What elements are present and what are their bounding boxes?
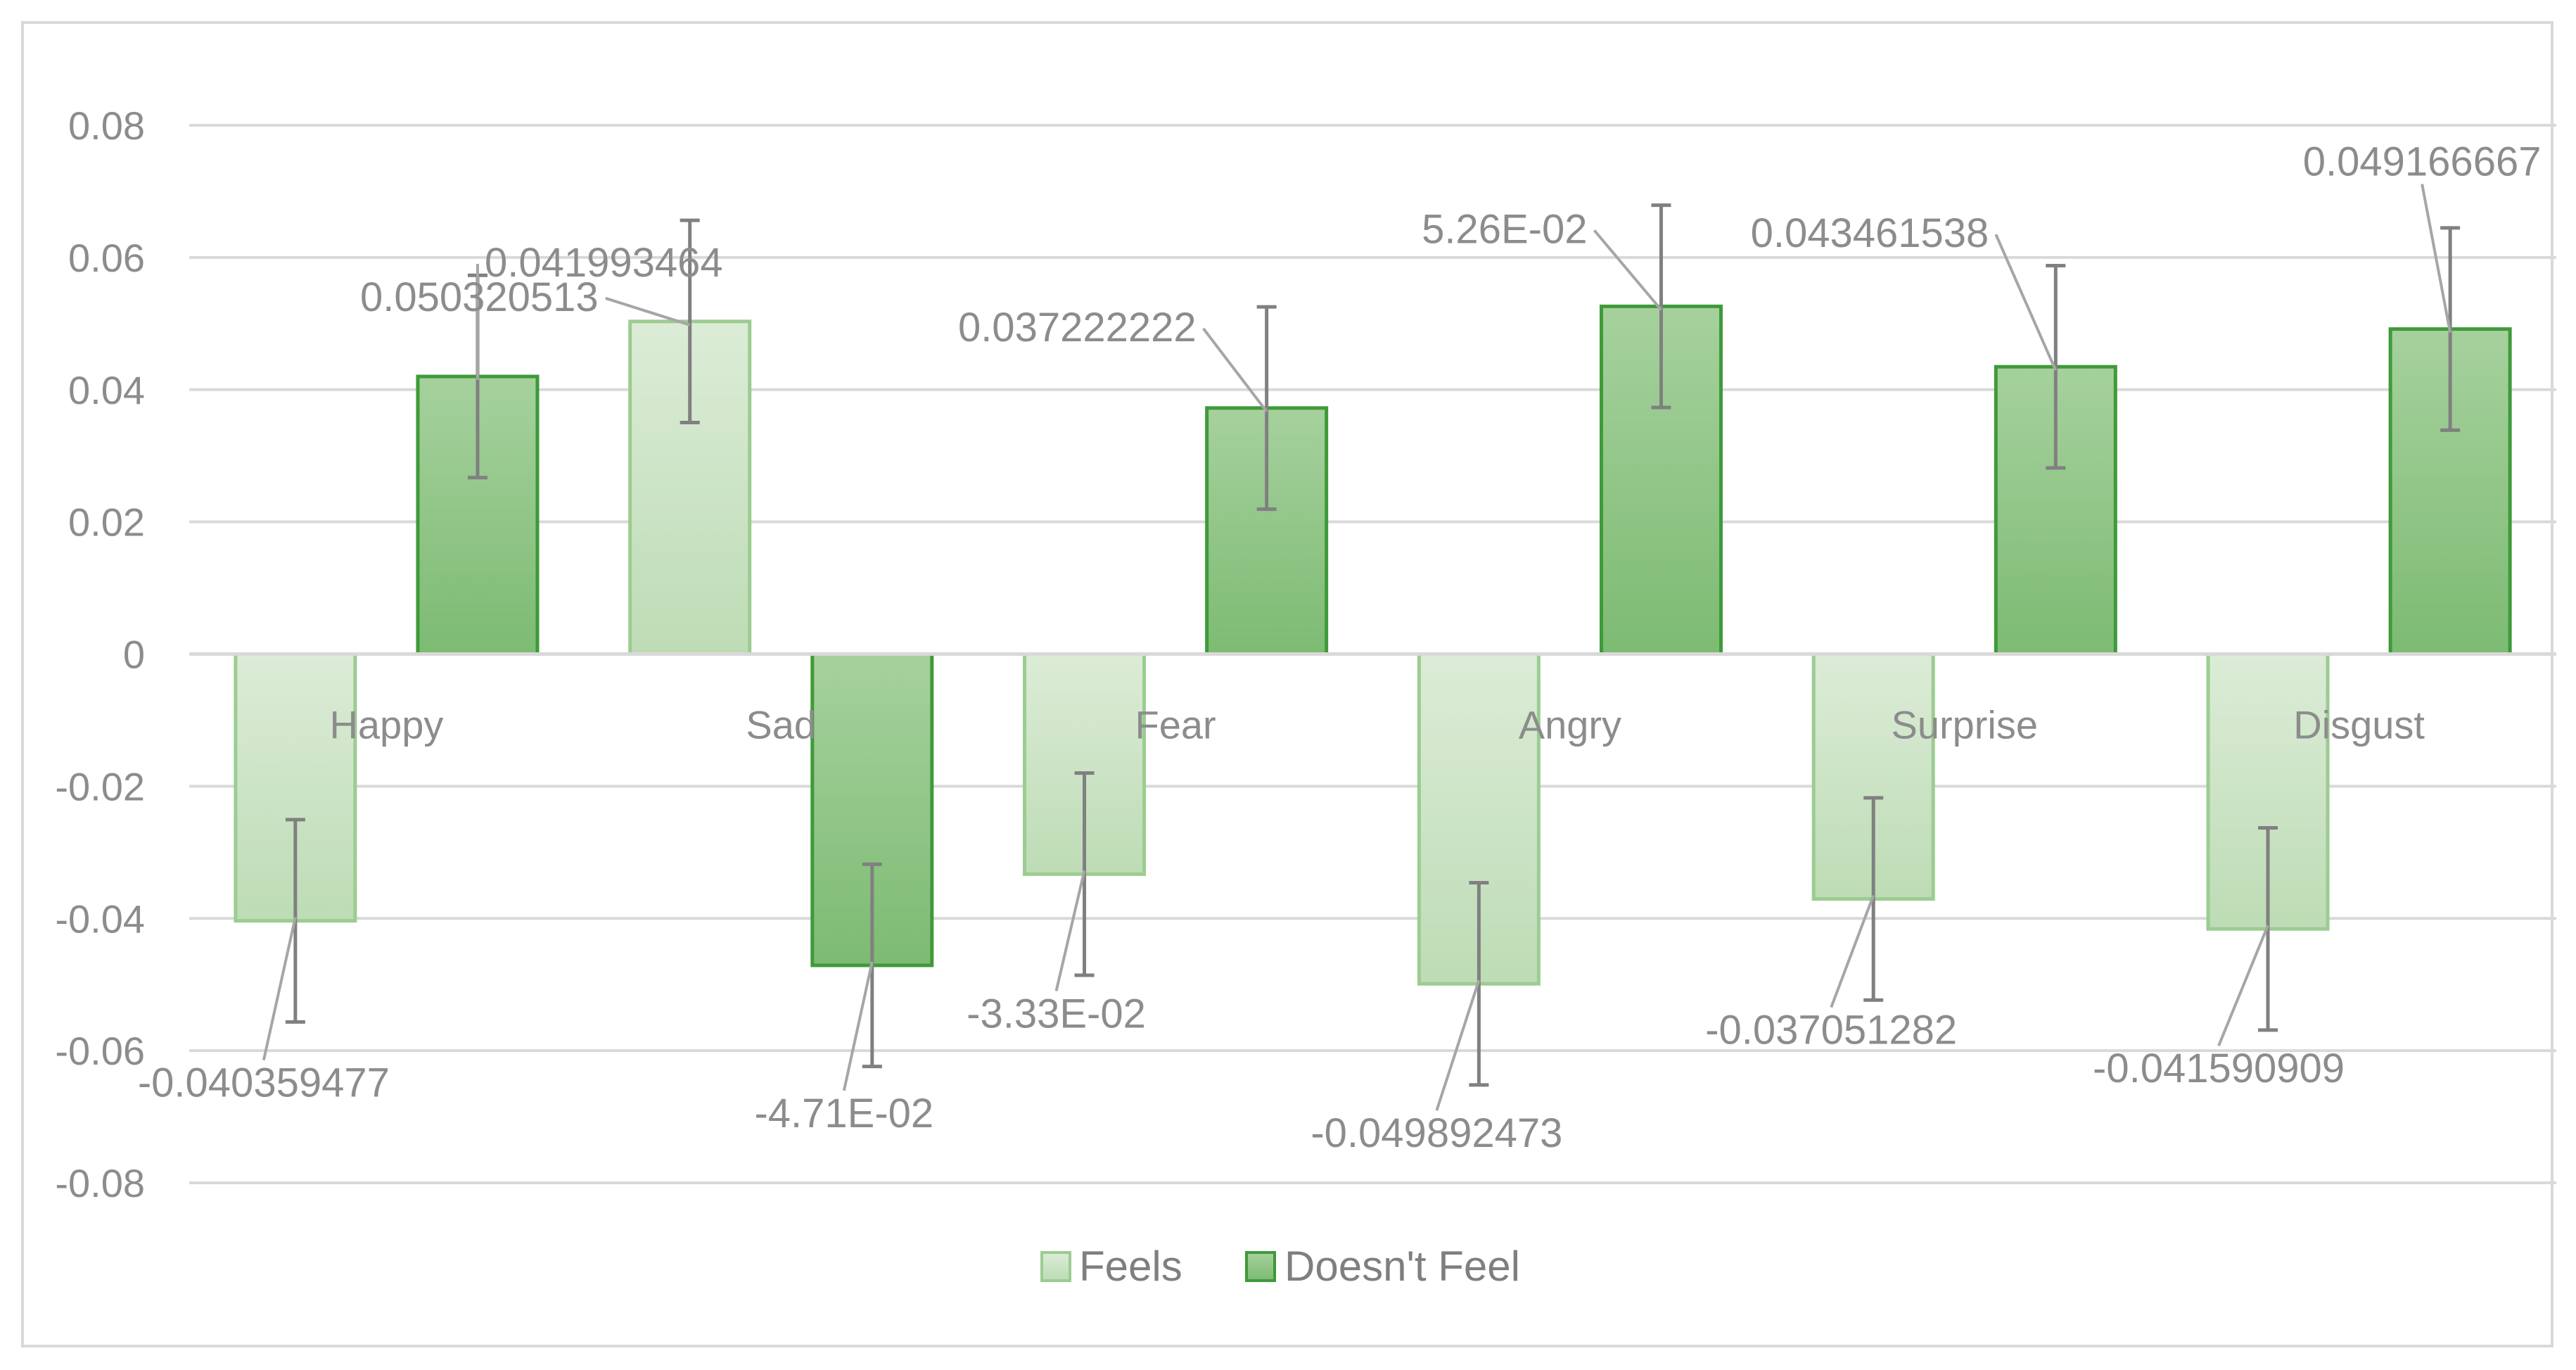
data-label-doesnt-feel: 0.043461538 bbox=[1751, 210, 1989, 256]
legend-swatch-doesnt-feel bbox=[1245, 1251, 1276, 1282]
legend-swatch-feels bbox=[1040, 1251, 1071, 1282]
y-tick-label: -0.02 bbox=[55, 764, 145, 808]
bars bbox=[234, 304, 2512, 986]
data-label-doesnt-feel: 0.041993464 bbox=[485, 240, 723, 286]
data-label-doesnt-feel: -4.71E-02 bbox=[754, 1091, 933, 1136]
chart-frame: 0.08 0.06 0.04 0.02 0 -0.02 -0.04 -0.06 -0.08 Ha… bbox=[21, 21, 2556, 1347]
leader-line bbox=[1054, 870, 1086, 991]
category-label: Fear bbox=[1135, 703, 1216, 747]
y-tick-label: 0.04 bbox=[68, 368, 145, 412]
category-label: Happy bbox=[329, 703, 443, 747]
leader-line bbox=[1593, 229, 1663, 311]
leader-line bbox=[2421, 184, 2452, 334]
y-tick-label: -0.06 bbox=[55, 1029, 145, 1073]
leader-line bbox=[1435, 979, 1481, 1111]
legend: Feels Doesn't Feel bbox=[1040, 1243, 1520, 1290]
category-label: Disgust bbox=[2293, 703, 2425, 747]
leader-line bbox=[1994, 234, 2058, 372]
data-label-doesnt-feel: 0.037222222 bbox=[958, 305, 1197, 350]
leader-line bbox=[2217, 925, 2269, 1046]
category-label: Sad bbox=[746, 703, 816, 747]
data-labels: -0.040359477 0.050320513 -3.33E-02 -0.04989… bbox=[138, 139, 2542, 1157]
leader-line bbox=[1830, 894, 1875, 1008]
y-tick-label: 0 bbox=[123, 633, 145, 677]
data-label-feels: -0.040359477 bbox=[138, 1060, 390, 1106]
bar-chart: 0.08 0.06 0.04 0.02 0 -0.02 -0.04 -0.06 -0.08 Ha… bbox=[55, 103, 2556, 1290]
data-label-feels: 0.050320513 bbox=[360, 274, 599, 320]
legend-label-feels: Feels bbox=[1079, 1243, 1182, 1290]
data-label-feels: -0.041590909 bbox=[2093, 1046, 2345, 1091]
category-labels: Happy Sad Fear Angry Surprise Disgust bbox=[329, 703, 2425, 747]
leader-line bbox=[1202, 327, 1268, 413]
y-tick-label: 0.06 bbox=[68, 236, 145, 280]
y-axis-tick-labels: 0.08 0.06 0.04 0.02 0 -0.02 -0.04 -0.06 -0.08 bbox=[55, 103, 145, 1205]
data-label-feels: -0.049892473 bbox=[1311, 1110, 1562, 1156]
data-label-feels: -0.037051282 bbox=[1705, 1008, 1957, 1053]
bar-doesnt-feel bbox=[2388, 327, 2512, 656]
error-bars bbox=[285, 203, 2461, 1087]
leader-line bbox=[605, 296, 691, 326]
category-label: Surprise bbox=[1891, 703, 2038, 747]
data-label-feels: -3.33E-02 bbox=[967, 991, 1146, 1036]
data-label-doesnt-feel: 0.049166667 bbox=[2303, 139, 2542, 185]
category-label: Angry bbox=[1519, 703, 1621, 747]
leader-line bbox=[842, 961, 874, 1091]
legend-label-doesnt-feel: Doesn't Feel bbox=[1284, 1243, 1520, 1290]
y-tick-label: 0.08 bbox=[68, 103, 145, 148]
y-tick-label: -0.08 bbox=[55, 1161, 145, 1205]
data-label-doesnt-feel: 5.26E-02 bbox=[1422, 206, 1587, 252]
label-leader-lines bbox=[262, 184, 2452, 1111]
y-tick-label: -0.04 bbox=[55, 896, 145, 941]
y-tick-label: 0.02 bbox=[68, 500, 145, 545]
leader-line bbox=[262, 917, 297, 1061]
